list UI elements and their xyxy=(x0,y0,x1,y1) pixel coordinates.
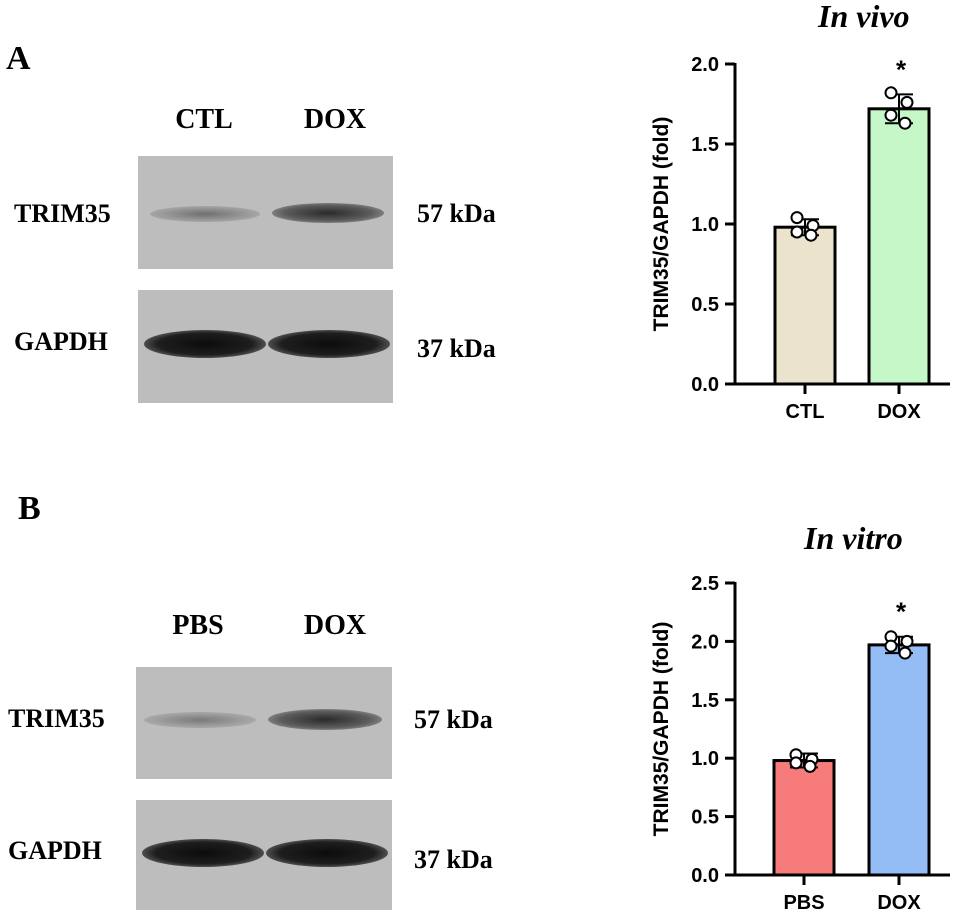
lane-label-dox-b: DOX xyxy=(303,610,367,641)
data-point-ctl-ctl-dox-2 xyxy=(790,225,804,239)
lane-label-dox: DOX xyxy=(303,104,367,135)
data-point-pbs-pbs-dox-3 xyxy=(803,759,817,773)
bar-ctl-ctl-dox xyxy=(773,225,837,386)
significance-star-dox-ctl-dox: * xyxy=(896,54,907,84)
blot-gapdh xyxy=(138,290,393,403)
chart-title-in-vitro: In vitro xyxy=(804,520,903,556)
y-tick-label-ctl-dox-2: 1.0 xyxy=(691,214,719,236)
band-gapdh-pbs xyxy=(142,839,264,867)
kda-label-gapdh: 37 kDa xyxy=(417,334,496,363)
lane-label-pbs: PBS xyxy=(172,610,224,641)
y-tick-label-pbs-dox-5: 2.5 xyxy=(691,573,719,595)
blot-trim35 xyxy=(138,156,393,269)
data-point-ctl-ctl-dox-0 xyxy=(790,211,804,225)
blot-trim35-b xyxy=(136,667,392,779)
panel-letter-a: A xyxy=(6,40,31,77)
row-label-gapdh-b: GAPDH xyxy=(8,836,102,865)
x-tick-label-dox-pbs-dox: DOX xyxy=(877,892,921,914)
x-tick-label-dox-ctl-dox: DOX xyxy=(877,401,921,423)
band-trim35-pbs xyxy=(144,712,256,728)
x-tick-label-ctl-ctl-dox: CTL xyxy=(786,401,825,423)
band-trim35-ctl xyxy=(150,206,260,222)
y-axis-label-ctl-dox: TRIM35/GAPDH (fold) xyxy=(650,117,673,332)
data-point-dox-ctl-dox-1 xyxy=(900,95,914,109)
lane-label-ctl: CTL xyxy=(175,104,233,135)
significance-star-dox-pbs-dox: * xyxy=(896,597,907,627)
y-axis-label-pbs-dox: TRIM35/GAPDH (fold) xyxy=(650,622,673,837)
row-label-gapdh: GAPDH xyxy=(14,327,108,356)
kda-label-trim35: 57 kDa xyxy=(417,199,496,228)
data-point-dox-pbs-dox-3 xyxy=(898,646,912,660)
data-point-dox-ctl-dox-0 xyxy=(884,86,898,100)
y-tick-label-pbs-dox-3: 1.5 xyxy=(691,690,719,712)
data-point-dox-pbs-dox-1 xyxy=(900,634,914,648)
data-point-dox-pbs-dox-0 xyxy=(884,630,898,644)
band-gapdh-dox-b xyxy=(266,839,388,867)
row-label-trim35-b: TRIM35 xyxy=(8,704,105,733)
data-point-ctl-ctl-dox-1 xyxy=(806,219,820,233)
kda-label-trim35-b: 57 kDa xyxy=(414,705,493,734)
data-point-dox-pbs-dox-2 xyxy=(884,639,898,653)
chart-title-in-vivo: In vivo xyxy=(818,0,910,34)
data-point-pbs-pbs-dox-1 xyxy=(805,752,819,766)
band-trim35-dox xyxy=(272,203,384,223)
bar-dox-pbs-dox xyxy=(867,643,931,877)
y-tick-label-pbs-dox-2: 1.0 xyxy=(691,748,719,770)
y-tick-label-ctl-dox-3: 1.5 xyxy=(691,134,719,156)
y-tick-label-ctl-dox-1: 0.5 xyxy=(691,294,719,316)
y-tick-label-pbs-dox-4: 2.0 xyxy=(691,631,719,653)
band-gapdh-dox xyxy=(268,330,390,358)
band-gapdh-ctl xyxy=(144,330,266,358)
x-tick-label-pbs-pbs-dox: PBS xyxy=(783,892,824,914)
kda-label-gapdh-b: 37 kDa xyxy=(414,845,493,874)
bar-pbs-pbs-dox xyxy=(772,759,836,877)
y-tick-label-pbs-dox-0: 0.0 xyxy=(691,865,719,887)
y-tick-label-pbs-dox-1: 0.5 xyxy=(691,807,719,829)
row-label-trim35: TRIM35 xyxy=(14,199,111,228)
bar-dox-ctl-dox xyxy=(867,107,931,386)
panel-letter-b: B xyxy=(18,490,41,527)
data-point-ctl-ctl-dox-3 xyxy=(804,228,818,242)
y-tick-label-ctl-dox-4: 2.0 xyxy=(691,54,719,76)
band-trim35-dox-b xyxy=(268,709,382,730)
data-point-dox-ctl-dox-2 xyxy=(884,108,898,122)
data-point-pbs-pbs-dox-0 xyxy=(789,748,803,762)
y-tick-label-ctl-dox-0: 0.0 xyxy=(691,374,719,396)
data-point-pbs-pbs-dox-2 xyxy=(789,756,803,770)
blot-gapdh-b xyxy=(136,800,392,910)
data-point-dox-ctl-dox-3 xyxy=(898,116,912,130)
